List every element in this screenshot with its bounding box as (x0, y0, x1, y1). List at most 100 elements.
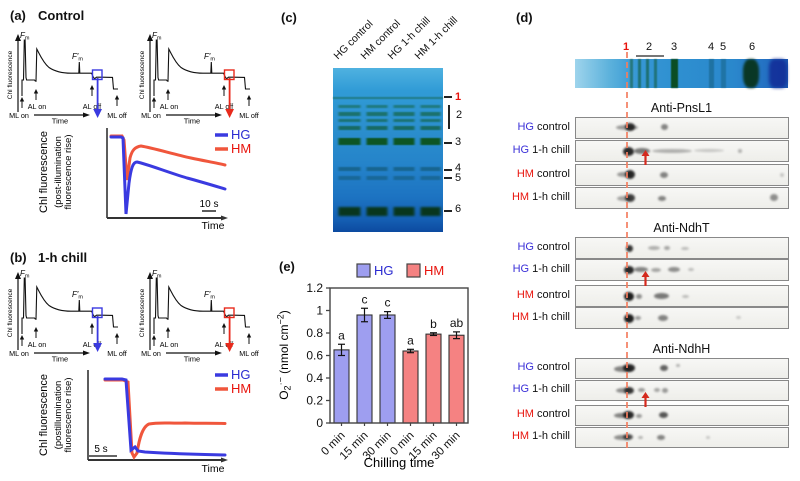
axis-arrow-icon (15, 272, 21, 279)
gel-band-3 (333, 138, 443, 145)
axis-arrow-icon (147, 34, 153, 41)
ml-on-label: ML on (9, 111, 29, 120)
protein-spot (625, 194, 635, 202)
ml-on-label: ML on (141, 111, 161, 120)
hm-curve (109, 134, 227, 181)
protein-spot (625, 123, 635, 131)
fluorescence-trace (21, 39, 118, 96)
schematic-ylabel: Chl fluorescence (139, 50, 146, 99)
superoxide-bar-chart: HG HM O2·− (nmol cm−2) ac cab ab 00.20.40.… (276, 263, 469, 470)
strip-marker-5: 5 (720, 41, 727, 53)
plot-ylabel-2: (post-illumination (53, 136, 64, 208)
plot-xlabel: Time (202, 463, 225, 475)
marker-tick-1 (444, 96, 452, 98)
al-off-label: AL off (215, 340, 233, 349)
protein-spot (668, 267, 680, 272)
plot-ylabel-1: Chl fluorescence (38, 131, 50, 213)
schematic-ylabel: Chl fluorescence (7, 288, 14, 337)
hm-curve (103, 378, 227, 460)
sig-letter: a (407, 333, 414, 347)
blot-label: HG 1-h chill (512, 383, 570, 395)
marker-2-underline (636, 55, 664, 57)
protein-spot (624, 266, 634, 274)
fpm-label: F′m (204, 290, 215, 301)
bar-HG-0 min (333, 349, 350, 424)
red-drop-arrow-icon (225, 316, 234, 352)
sig-letter: c (385, 296, 391, 310)
al-on-label: AL on (160, 102, 179, 111)
section-title-ndht: Anti-NdhT (653, 221, 710, 235)
hm-legend-label: HM (231, 381, 251, 396)
blot-label: HG control (517, 361, 570, 373)
section-title-pnsl1: Anti-PnsL1 (650, 101, 713, 115)
y-tick-label: 0.8 (306, 326, 323, 340)
panel-a-label: (a) (10, 8, 26, 23)
strip-band (630, 59, 633, 88)
ml-off-label: ML off (107, 349, 127, 358)
blot-ndht-hm-chill (575, 307, 789, 329)
gel-band-2c (333, 119, 443, 122)
plot-ylabel-3: fluorescence rise) (63, 135, 74, 210)
protein-spot (676, 364, 680, 367)
al-off-label: AL off (83, 102, 101, 111)
protein-spot (654, 293, 669, 299)
gel-marker-6: 6 (455, 203, 462, 215)
protein-spot (624, 314, 634, 323)
ml-on-label: ML on (141, 349, 161, 358)
time-arrow-icon (215, 350, 222, 356)
gel-marker-3: 3 (455, 136, 462, 148)
protein-spot (625, 170, 635, 179)
blue-drop-arrow-icon (93, 316, 102, 352)
protein-spot (623, 364, 635, 372)
blot-label: HG 1-h chill (512, 263, 570, 275)
gel-marker-5: 5 (455, 172, 462, 184)
protein-spot (638, 436, 643, 439)
protein-spot (636, 414, 642, 418)
x-axis-label: Chilling time (364, 455, 435, 470)
fm-label: Fm (20, 31, 30, 42)
pam-schematic-hm-chill: Chl fluorescence Fm F′m ML on AL on AL o… (139, 269, 259, 364)
schematic-ylabel: Chl fluorescence (7, 50, 14, 99)
fluorescence-trace (153, 39, 250, 96)
sig-letter: b (430, 317, 437, 331)
al-on-label: AL on (28, 340, 47, 349)
blot-pnsl1-hm-control (575, 164, 789, 186)
y-tick-label: 0 (316, 416, 323, 430)
protein-spot (634, 267, 648, 272)
pifr-plot-chill: Chl fluorescence (postillumination fluor… (38, 367, 251, 475)
protein-spot (681, 247, 689, 250)
fpm-label: F′m (204, 52, 215, 63)
blue-drop-arrow-icon (93, 78, 102, 118)
pam-schematic-hg-chill: Chl fluorescence Fm F′m ML on AL on AL o… (7, 269, 127, 364)
bar-HG-15 min (356, 314, 373, 424)
protein-spot (634, 148, 650, 154)
strip-marker-3: 3 (671, 41, 678, 53)
protein-spot (780, 173, 784, 177)
blot-ndhh-hm-control (575, 405, 789, 426)
protein-spot (694, 149, 724, 152)
blot-ndht-hg-chill (575, 259, 789, 281)
protein-spot (624, 387, 634, 394)
scale-bar-label: 10 s (200, 199, 219, 210)
schematic-ylabel: Chl fluorescence (139, 288, 146, 337)
protein-spot (654, 388, 660, 392)
al-on-label: AL on (160, 340, 179, 349)
protein-spot (682, 295, 689, 298)
al-off-label: AL off (83, 340, 101, 349)
blot-label: HM control (516, 408, 570, 420)
protein-spot (623, 434, 633, 440)
time-arrow-icon (83, 112, 90, 118)
plot-border (329, 287, 469, 424)
ml-off-label: ML off (239, 349, 259, 358)
blot-ndhh-hm-chill (575, 427, 789, 448)
gel-marker-4: 4 (455, 162, 462, 174)
ml-off-label: ML off (107, 111, 127, 120)
sig-letter: c (362, 292, 368, 306)
pam-schematic-hg-control: Chl fluorescence Fm F′m ML on AL on AL o… (7, 31, 127, 126)
hg-legend-swatch (356, 263, 371, 278)
protein-spot (652, 149, 692, 153)
protein-spot (636, 294, 642, 299)
red-up-arrow-icon (641, 150, 650, 165)
protein-spot (736, 316, 741, 319)
